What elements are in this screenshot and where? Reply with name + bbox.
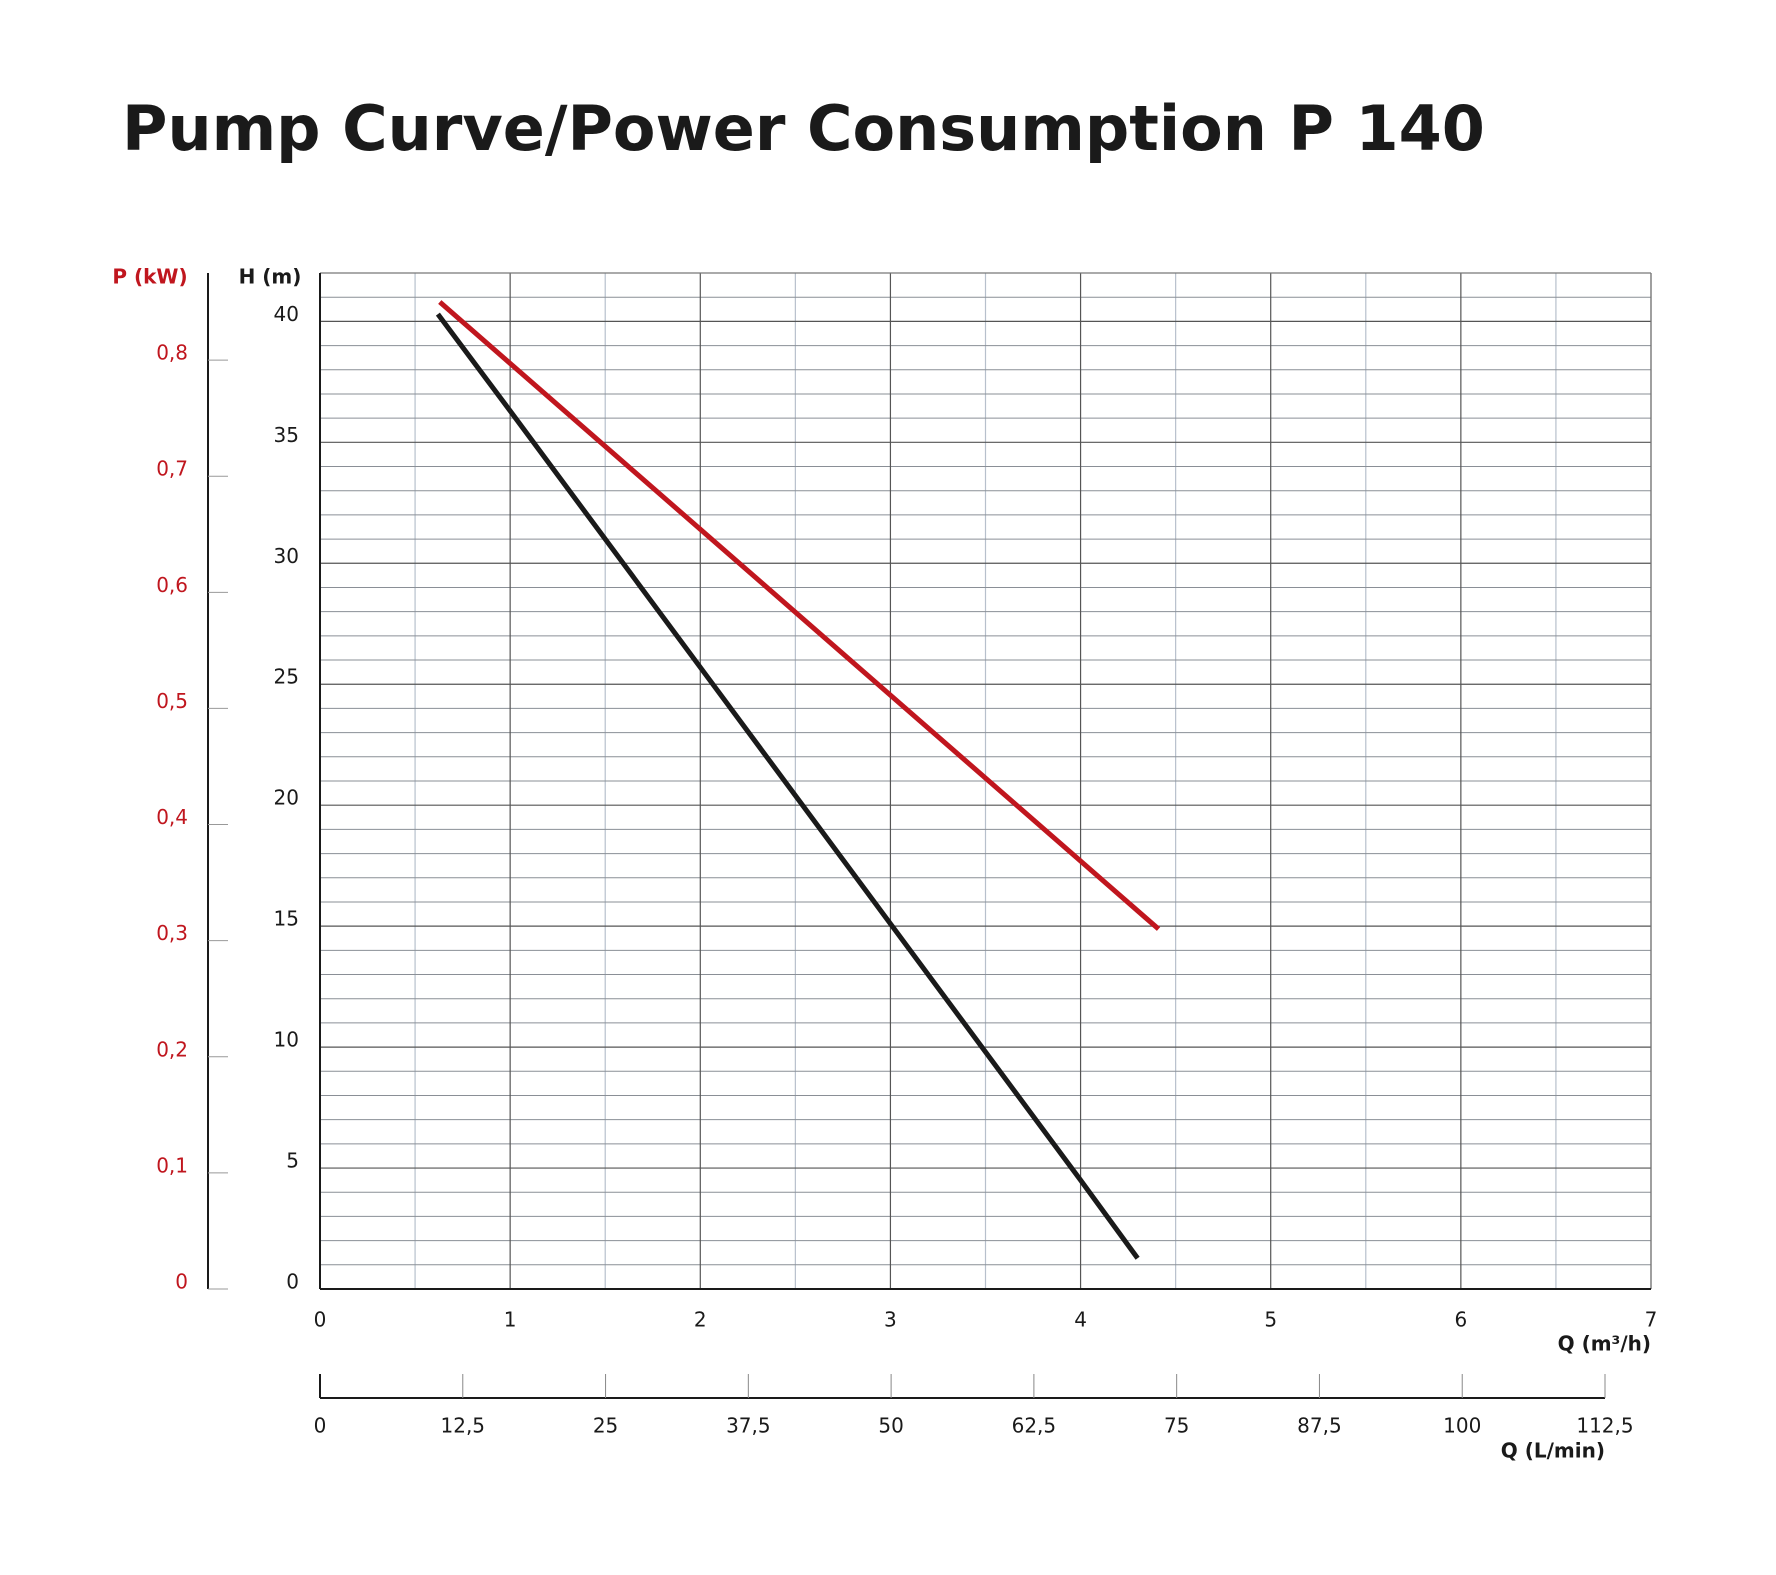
- x-tick-label: 2: [694, 1308, 707, 1332]
- x2-tick-label: 0: [314, 1414, 327, 1438]
- x2-tick-label: 50: [878, 1414, 903, 1438]
- y-tick-label: 5: [286, 1149, 299, 1173]
- y-tick-label: 30: [274, 544, 299, 568]
- y-tick-label: 15: [274, 907, 299, 931]
- y-tick-label: 35: [274, 423, 299, 447]
- x2-tick-label: 12,5: [441, 1414, 486, 1438]
- x-axis-label: Q (m³/h): [1558, 1332, 1651, 1356]
- y2-tick-label: 0,8: [156, 341, 188, 365]
- data-line: [435, 312, 1140, 1260]
- y2-tick-label: 0,1: [156, 1153, 188, 1177]
- x-tick-label: 0: [314, 1308, 327, 1332]
- x-tick-label: 1: [504, 1308, 517, 1332]
- x2-tick-label: 87,5: [1297, 1414, 1342, 1438]
- y2-tick-label: 0: [175, 1270, 188, 1294]
- y2-tick-label: 0,3: [156, 921, 188, 945]
- y-tick-label: 25: [274, 665, 299, 689]
- x2-tick-label: 112,5: [1576, 1414, 1633, 1438]
- x2-tick-label: 37,5: [726, 1414, 771, 1438]
- x-tick-label: 5: [1264, 1308, 1277, 1332]
- y2-axis-label: P (kW): [112, 265, 187, 289]
- y-tick-label: 20: [274, 786, 299, 810]
- y2-tick-label: 0,7: [156, 457, 188, 481]
- y2-tick-label: 0,5: [156, 689, 188, 713]
- y-tick-label: 40: [274, 302, 299, 326]
- x-tick-label: 3: [884, 1308, 897, 1332]
- x2-tick-label: 75: [1164, 1414, 1189, 1438]
- y-axis-label: H (m): [239, 265, 302, 289]
- x2-tick-label: 100: [1443, 1414, 1481, 1438]
- data-line: [438, 300, 1161, 931]
- y2-tick-label: 0,2: [156, 1037, 188, 1061]
- chart-title: Pump Curve/Power Consumption P 140: [122, 92, 1485, 165]
- y2-tick-label: 0,4: [156, 805, 188, 829]
- y-tick-label: 10: [274, 1028, 299, 1052]
- x2-axis-label: Q (L/min): [1501, 1439, 1605, 1463]
- x2-tick-label: 62,5: [1012, 1414, 1057, 1438]
- x-tick-label: 4: [1074, 1308, 1087, 1332]
- y2-tick-label: 0,6: [156, 573, 188, 597]
- x2-tick-label: 25: [593, 1414, 618, 1438]
- y-tick-label: 0: [286, 1270, 299, 1294]
- x-tick-label: 6: [1454, 1308, 1467, 1332]
- x-tick-label: 7: [1645, 1308, 1658, 1332]
